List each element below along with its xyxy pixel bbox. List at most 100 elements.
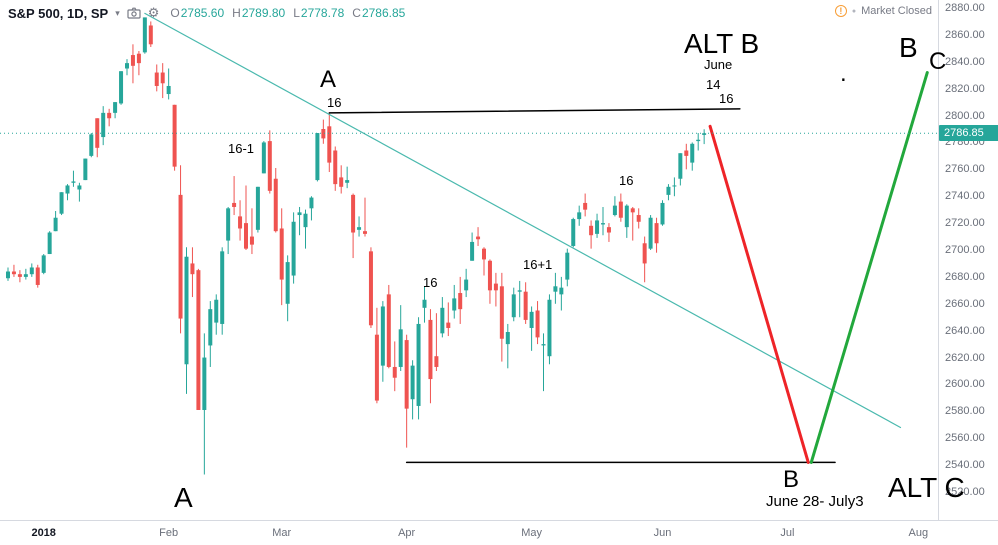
time-tick: Mar: [272, 527, 292, 539]
candle: [29, 263, 34, 277]
candle: [398, 305, 403, 371]
candle-body: [47, 232, 52, 255]
b-top-label[interactable]: B: [899, 32, 918, 63]
candle: [464, 268, 469, 298]
wave-a-bottom-label[interactable]: A: [174, 482, 193, 513]
june-label[interactable]: June: [704, 57, 733, 72]
candle-body: [505, 332, 510, 345]
candle-body: [696, 139, 701, 142]
candle: [470, 232, 475, 261]
settings-icon[interactable]: [148, 7, 160, 19]
resistance-line[interactable]: [328, 108, 741, 114]
candle-body: [589, 225, 594, 236]
wave-b-bottom-label[interactable]: B: [783, 466, 800, 493]
candle: [267, 130, 272, 194]
price-tick: 2680.00: [945, 270, 985, 283]
candle: [374, 307, 379, 404]
price-tick: 2740.00: [945, 190, 985, 203]
candle-body: [208, 309, 213, 346]
price-axis[interactable]: 2880.00 2860.00 2840.00 2820.00 2800.00 2780.…: [938, 0, 998, 520]
candle-body: [244, 223, 248, 249]
low-value: 2778.78: [300, 6, 345, 20]
price-tick: 2580.00: [945, 405, 985, 418]
candle-body: [285, 262, 290, 304]
candle: [678, 153, 683, 186]
red-projection-line[interactable]: [708, 124, 810, 464]
candle: [226, 206, 231, 255]
price-tick: 2660.00: [945, 297, 985, 310]
candle: [261, 141, 266, 174]
price-tick: 2820.00: [945, 82, 985, 95]
count-16-jun[interactable]: 16: [619, 173, 634, 188]
candle: [327, 112, 332, 173]
count-16-jun-top[interactable]: 16: [719, 91, 734, 106]
candle-body: [535, 310, 540, 338]
candle: [119, 71, 124, 105]
time-axis[interactable]: 2018 Feb Mar Apr May Jun Jul Aug: [0, 520, 998, 545]
candle: [249, 208, 254, 255]
time-tick: Feb: [159, 527, 179, 539]
candle: [499, 272, 504, 362]
candle-body: [279, 228, 284, 280]
close-value: 2786.85: [361, 6, 406, 20]
candle-body: [23, 274, 28, 277]
count-16-apr[interactable]: 16: [423, 275, 438, 290]
candle-body: [249, 236, 254, 245]
wave-a-top-label[interactable]: A: [320, 66, 337, 93]
candle: [255, 186, 260, 233]
stray-dot[interactable]: .: [840, 60, 847, 87]
candle: [297, 206, 302, 236]
count-16-minus-1-feb[interactable]: 16-1: [228, 141, 255, 156]
descending-trendline[interactable]: [144, 12, 902, 429]
symbol-title[interactable]: S&P 500, 1D, SP: [8, 5, 109, 21]
candle: [35, 264, 40, 288]
candle-body: [17, 274, 22, 277]
candle-body: [202, 357, 207, 410]
candle: [89, 133, 94, 158]
candle: [517, 280, 522, 318]
price-tick: 2720.00: [945, 217, 985, 230]
candle: [684, 143, 689, 170]
candle: [351, 193, 356, 259]
candle-body: [101, 112, 106, 138]
candle: [702, 129, 707, 145]
candle: [636, 208, 641, 229]
count-16-plus-1-may[interactable]: 16+1: [523, 257, 553, 272]
count-16-mar[interactable]: 16: [327, 95, 342, 110]
high-value: 2789.80: [241, 6, 286, 20]
candle: [547, 294, 552, 365]
chevron-down-icon[interactable]: [115, 8, 120, 19]
june28-july3-label[interactable]: June 28- July3: [766, 493, 864, 510]
candle: [440, 297, 445, 338]
price-tick: 2840.00: [945, 55, 985, 68]
c-top-label[interactable]: C: [929, 48, 947, 75]
candle: [493, 272, 498, 307]
alt-c-label[interactable]: ALT C: [888, 472, 965, 503]
time-tick: Jun: [653, 527, 672, 539]
candle: [529, 306, 534, 351]
green-projection-line[interactable]: [809, 71, 929, 464]
chart-canvas[interactable]: [0, 0, 938, 520]
candle: [142, 17, 147, 54]
candle: [410, 360, 415, 420]
candle: [583, 193, 588, 217]
candle-body: [392, 366, 397, 378]
june-14-label[interactable]: 14: [706, 77, 721, 92]
time-tick: Jul: [780, 527, 795, 539]
candle-body: [672, 185, 677, 187]
candle-body: [482, 248, 486, 260]
candle: [136, 51, 141, 76]
alert-icon[interactable]: [834, 5, 847, 17]
camera-icon[interactable]: [127, 7, 141, 19]
candle-body: [648, 217, 653, 249]
candle: [571, 217, 576, 248]
candle: [618, 193, 623, 222]
candle: [482, 247, 486, 276]
candle: [244, 185, 248, 250]
candle: [386, 284, 391, 369]
alt-b-label[interactable]: ALT B: [684, 28, 760, 59]
candle-body: [684, 150, 689, 156]
candle-body: [357, 227, 362, 230]
candle-body: [428, 319, 433, 380]
